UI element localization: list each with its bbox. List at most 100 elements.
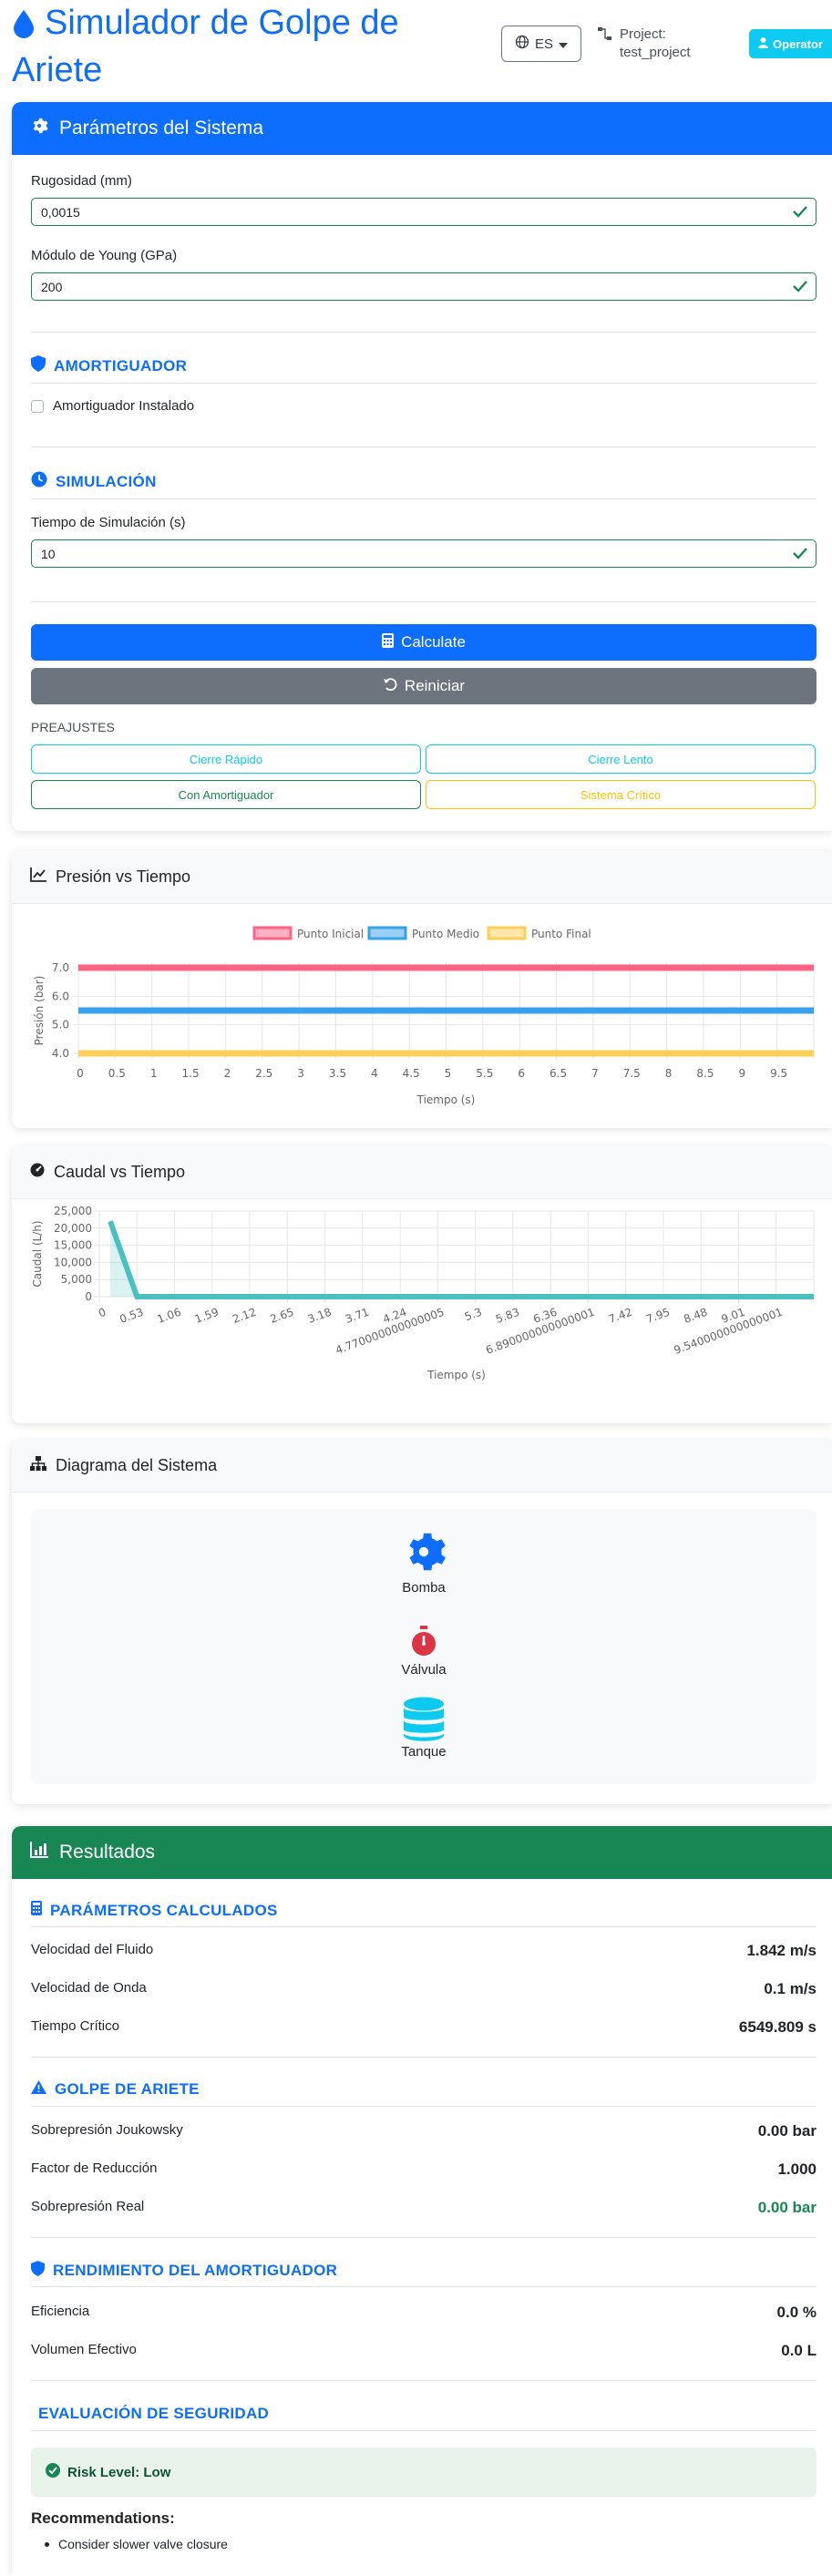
damper-performance-section-title: RENDIMIENTO DEL AMORTIGUADOR [31,2261,337,2281]
page-title: Simulador de Golpe de Ariete [12,2,449,91]
x-tick-label: 5.5 [476,1067,493,1080]
legend-label: Punto Medio [412,928,479,940]
x-tick-label: 3.71 [344,1306,371,1326]
x-tick-label: 7.42 [607,1306,634,1326]
fluid-velocity-label: Velocidad del Fluido [31,1942,154,1957]
y-tick-label: 20,000 [54,1222,92,1235]
calculate-button[interactable]: Calculate [31,624,817,661]
x-tick-label: 5.3 [463,1306,484,1324]
fluid-velocity-row: Velocidad del Fluido 1.842 m/s [31,1942,817,1960]
valid-check-icon [792,279,808,296]
diagram-title: Diagrama del Sistema [56,1456,218,1474]
pressure-chart-header: Presión vs Tiempo [12,851,832,904]
young-modulus-input[interactable]: 200 [31,272,817,301]
flow-chart-header: Caudal vs Tiempo [12,1146,832,1199]
x-tick-label: 0.5 [108,1067,126,1080]
results-card: Resultados PARÁMETROS CALCULADOS Velocid… [12,1826,832,2576]
y-tick-label: 25,000 [54,1205,92,1217]
shield-icon [31,2261,45,2281]
area-fill [110,1221,814,1297]
flow-series-line [108,1220,814,1299]
efficiency-row: Eficiencia 0.0 % [31,2304,817,2322]
wave-velocity-label: Velocidad de Onda [31,1980,147,1996]
damper-checkbox-label: Amortiguador Instalado [53,398,195,414]
preset-critical-system[interactable]: Sistema Crítico [426,780,816,809]
x-axis-label: Tiempo (s) [426,1369,486,1381]
sim-time-input[interactable]: 10 [31,539,817,568]
x-tick-label: 2.65 [268,1306,295,1326]
results-title: Resultados [59,1842,156,1863]
x-tick-label: 8 [665,1067,673,1080]
calculator-icon [31,1901,42,1920]
parameters-card: Parámetros del Sistema Rugosidad (mm) 0,… [12,102,832,831]
joukowsky-label: Sobrepresión Joukowsky [31,2122,183,2138]
young-modulus-label: Módulo de Young (GPa) [31,248,178,263]
x-tick-label: 3.5 [329,1067,346,1080]
preset-slow-closure[interactable]: Cierre Lento [426,744,816,774]
user-role-badge[interactable]: Operator [749,29,832,58]
x-axis-label: Tiempo (s) [416,1093,476,1106]
wave-velocity-row: Velocidad de Onda 0.1 m/s [31,1980,817,1998]
parameters-header: Parámetros del Sistema [12,102,832,155]
damper-performance-section-text: RENDIMIENTO DEL AMORTIGUADOR [53,2262,338,2279]
section-rule [31,2286,817,2287]
calculated-section-title: PARÁMETROS CALCULADOS [31,1901,278,1920]
x-tick-label: 4.5 [403,1067,420,1080]
critical-time-value: 6549.809 s [738,2018,817,2036]
x-tick-label: 9.5 [770,1067,787,1080]
divider [31,601,817,602]
shield-icon [31,355,46,376]
bullet [45,2541,49,2547]
x-tick-label: 4 [371,1067,378,1080]
x-tick-label: 1.06 [156,1306,183,1326]
language-dropdown[interactable]: ES [501,26,581,62]
x-tick-label: 2.5 [255,1067,272,1080]
legend-label: Punto Inicial [297,928,364,940]
roughness-input[interactable]: 0,0015 [31,198,817,226]
calculator-icon [382,632,395,652]
reduction-row: Factor de Reducción 1.000 [31,2160,817,2179]
y-tick-label: 6.0 [52,990,69,1002]
valve-label: Válvula [401,1662,447,1678]
preset-with-damper[interactable]: Con Amortiguador [31,780,421,809]
joukowsky-value: 0.00 bar [757,2122,817,2140]
effective-volume-label: Volumen Efectivo [31,2342,137,2357]
diagram-header: Diagrama del Sistema [12,1440,832,1493]
damper-section-text: AMORTIGUADOR [54,356,188,375]
x-tick-label: 7.5 [623,1067,641,1080]
divider [31,2057,817,2058]
x-tick-label: 1.59 [193,1306,221,1326]
sim-time-label: Tiempo de Simulación (s) [31,515,186,530]
x-tick-label: 6.5 [550,1067,567,1080]
x-tick-label: 2 [224,1067,231,1080]
x-tick-label: 7.95 [644,1306,672,1326]
section-rule [31,498,817,499]
y-tick-label: 10,000 [54,1256,92,1268]
reset-label: Reiniciar [404,677,466,694]
parameters-title: Parámetros del Sistema [59,118,264,139]
x-tick-label: 8.5 [696,1067,714,1080]
x-tick-label: 0 [97,1306,108,1320]
y-tick-label: 7.0 [52,961,69,974]
x-tick-label: 2.12 [231,1306,258,1326]
safety-section-title: EVALUACIÓN DE SEGURIDAD [38,2405,269,2423]
diagram-card: Diagrama del Sistema Bomba Válvula Tanqu… [12,1440,832,1804]
divider [31,2380,817,2381]
x-tick-label: 5.83 [494,1306,521,1326]
preset-fast-closure[interactable]: Cierre Rápido [31,744,421,774]
checkbox-box[interactable] [31,399,44,413]
water-hammer-section-text: GOLPE DE ARIETE [55,2080,200,2098]
reduction-label: Factor de Reducción [31,2160,158,2176]
sitemap-icon [30,1456,46,1475]
reset-button[interactable]: Reiniciar [31,668,817,704]
y-axis-label: Caudal (L/h) [31,1220,44,1287]
damper-checkbox[interactable]: Amortiguador Instalado [31,398,194,414]
real-overpressure-value: 0.00 bar [757,2199,817,2216]
real-overpressure-label: Sobrepresión Real [31,2199,145,2214]
project-info: Project: test_project [598,26,691,62]
recommendations-title: Recommendations: [31,2509,175,2527]
database-icon [403,1697,445,1746]
pump-node: Bomba [378,1529,469,1596]
globe-icon [515,35,529,53]
section-rule [31,1926,817,1927]
